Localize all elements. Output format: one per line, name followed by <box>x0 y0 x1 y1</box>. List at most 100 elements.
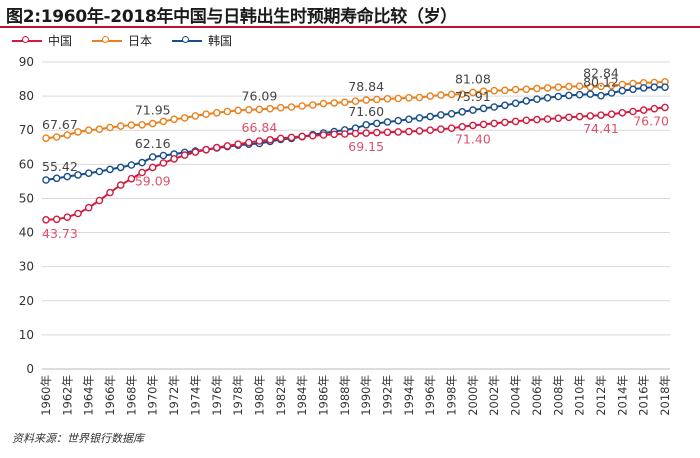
data-point-korea <box>618 86 627 95</box>
data-point-china <box>501 118 509 127</box>
data-point-japan <box>308 101 317 109</box>
data-point-korea <box>607 89 616 97</box>
source-note: 资料来源：世界银行数据库 <box>12 432 144 445</box>
data-point-korea <box>554 92 563 101</box>
data-point-korea <box>394 116 403 125</box>
data-point-china <box>340 130 349 138</box>
data-point-japan <box>170 115 178 124</box>
data-point-korea <box>116 163 125 172</box>
data-point-china <box>661 103 669 112</box>
data-point-japan <box>212 109 221 117</box>
data-point-korea <box>42 176 50 184</box>
data-point-korea <box>490 103 499 111</box>
data-point-japan <box>447 90 456 99</box>
data-point-korea <box>597 91 605 100</box>
data-point-china <box>170 155 178 163</box>
data-point-korea <box>458 108 467 116</box>
data-point-japan <box>511 85 520 94</box>
data-point-korea <box>479 104 488 113</box>
data-point-china <box>52 215 61 224</box>
data-point-china <box>522 116 531 125</box>
data-point-china <box>106 188 114 197</box>
data-point-korea <box>127 161 136 169</box>
data-point-japan <box>106 123 114 132</box>
data-point-china <box>405 127 413 136</box>
legend-item-korea: 韩国 <box>172 32 232 49</box>
x-tick-label: 2004年 <box>509 375 523 416</box>
data-point-japan <box>223 107 232 116</box>
data-label-korea: 55.42 <box>42 159 78 174</box>
data-point-japan <box>287 103 296 111</box>
data-point-china <box>639 106 648 114</box>
x-tick-label: 1992年 <box>381 375 395 416</box>
data-point-japan <box>351 97 360 105</box>
legend-label-japan: 日本 <box>128 34 153 48</box>
data-label-japan: 81.08 <box>455 71 491 86</box>
x-tick-label: 1976年 <box>210 375 224 416</box>
x-tick-label: 1968年 <box>124 375 138 416</box>
data-point-china <box>180 151 189 159</box>
data-point-china <box>319 131 328 139</box>
data-label-japan: 76.09 <box>242 88 278 103</box>
data-point-japan <box>234 106 242 115</box>
x-tick-label: 1972年 <box>167 375 181 416</box>
x-tick-label: 1998年 <box>445 375 459 416</box>
legend-item-japan: 日本 <box>92 32 152 49</box>
data-point-china <box>159 159 168 167</box>
x-tick-label: 1984年 <box>295 375 309 416</box>
data-point-china <box>533 115 541 124</box>
data-label-japan: 67.67 <box>42 117 78 132</box>
data-point-china <box>351 129 360 138</box>
data-point-china <box>74 209 82 218</box>
data-point-korea <box>426 112 435 121</box>
data-point-china <box>458 123 467 131</box>
data-label-korea: 75.91 <box>455 89 491 104</box>
x-tick-label: 2008年 <box>551 375 565 416</box>
chart-title: 图2:1960年-2018年中国与日韩出生时预期寿命比较（岁） <box>6 7 458 27</box>
data-point-japan <box>148 119 157 128</box>
data-point-china <box>234 140 242 148</box>
data-label-korea: 80.12 <box>583 75 619 90</box>
data-point-korea <box>501 101 509 110</box>
y-tick-label: 70 <box>19 123 34 137</box>
data-point-japan <box>554 83 563 91</box>
data-point-japan <box>501 86 509 95</box>
data-point-china <box>330 130 339 139</box>
data-point-japan <box>255 105 264 114</box>
data-point-japan <box>394 94 403 103</box>
data-point-china <box>629 107 637 116</box>
data-point-japan <box>63 131 72 139</box>
data-point-japan <box>95 125 104 133</box>
data-point-japan <box>74 128 82 136</box>
data-point-korea <box>511 99 520 108</box>
data-point-japan <box>330 99 339 107</box>
x-tick-label: 1980年 <box>252 375 266 416</box>
data-point-japan <box>490 86 499 95</box>
x-tick-label: 1960年 <box>39 375 53 416</box>
data-point-china <box>437 125 445 133</box>
data-point-china <box>383 128 392 137</box>
data-point-korea <box>383 118 392 126</box>
legend-marker-china <box>12 35 42 43</box>
data-point-korea <box>639 84 648 92</box>
data-point-china <box>308 131 317 140</box>
data-point-china <box>426 126 435 134</box>
data-point-japan <box>319 99 328 108</box>
data-point-korea <box>362 121 371 129</box>
data-point-china <box>138 168 146 177</box>
data-point-korea <box>159 151 168 160</box>
x-tick-label: 1986年 <box>316 375 330 416</box>
data-point-japan <box>340 98 349 107</box>
data-point-china <box>447 124 456 132</box>
data-point-china <box>116 181 125 189</box>
data-label-china: 76.70 <box>633 113 669 128</box>
x-tick-label: 1974年 <box>188 375 202 416</box>
data-point-korea <box>629 85 637 94</box>
x-tick-label: 1978年 <box>231 375 245 416</box>
data-point-japan <box>618 80 627 89</box>
data-point-china <box>95 196 104 205</box>
data-point-china <box>543 115 552 123</box>
data-point-china <box>479 120 488 129</box>
data-point-japan <box>458 90 467 98</box>
